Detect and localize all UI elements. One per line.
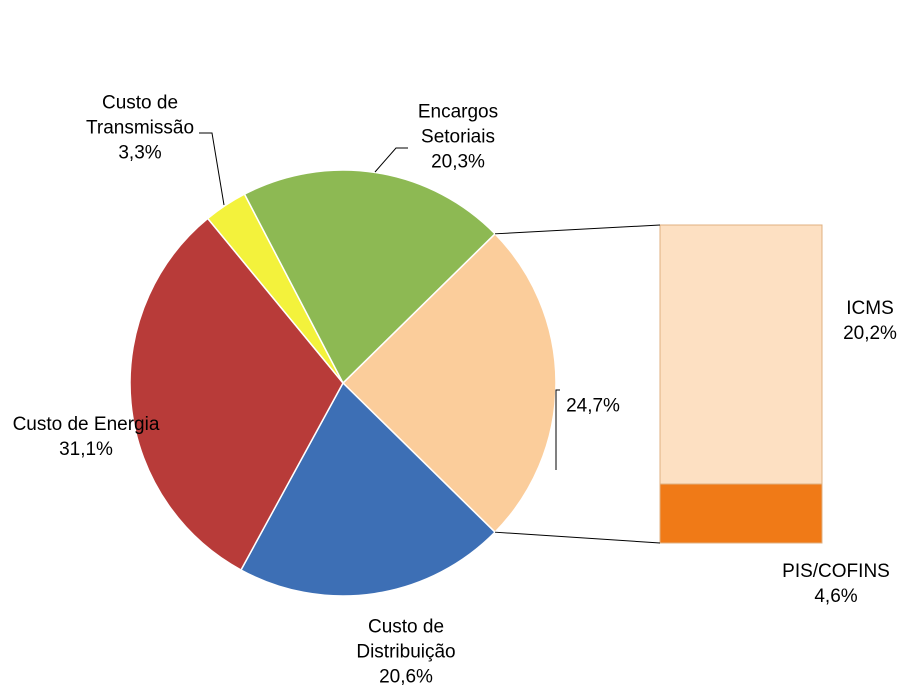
pie-slice	[129, 217, 344, 571]
label-text: 3,3%	[118, 142, 162, 164]
pie-slice	[239, 381, 497, 597]
label-text: 4,6%	[814, 586, 858, 607]
pie-slice	[243, 169, 497, 385]
data-label: 24,7%	[553, 394, 633, 419]
label-text: Encargos Setoriais	[417, 101, 499, 148]
leader-line	[374, 147, 408, 173]
data-label: Custo de Energia 31,1%	[1, 412, 171, 462]
bar-segment	[659, 483, 823, 544]
data-label: ICMS 20,2%	[820, 296, 920, 346]
label-text: ICMS	[846, 298, 894, 319]
label-text: 31,1%	[59, 439, 113, 460]
label-text: PIS/COFINS	[782, 561, 890, 582]
label-text: Custo de Energia	[12, 414, 160, 435]
label-text: Custo de Distribuição	[356, 616, 456, 663]
label-text: 20,2%	[843, 323, 897, 344]
connector	[494, 531, 661, 544]
data-label: Custo de Transmissão 3,3%	[85, 91, 195, 166]
pie-slice	[341, 232, 557, 534]
data-label: PIS/COFINS 4,6%	[766, 559, 906, 609]
data-label: Custo de Distribuição 20,6%	[346, 615, 466, 690]
label-text: Custo de Transmissão	[85, 92, 195, 139]
leader-line	[199, 132, 225, 206]
bar-segment	[659, 224, 823, 485]
label-text: 20,6%	[379, 666, 433, 688]
data-label: Encargos Setoriais 20,3%	[408, 100, 508, 175]
leader-line	[555, 389, 560, 470]
connector	[494, 224, 661, 235]
label-text: 24,7%	[566, 395, 620, 417]
label-text: 20,3%	[431, 151, 485, 173]
